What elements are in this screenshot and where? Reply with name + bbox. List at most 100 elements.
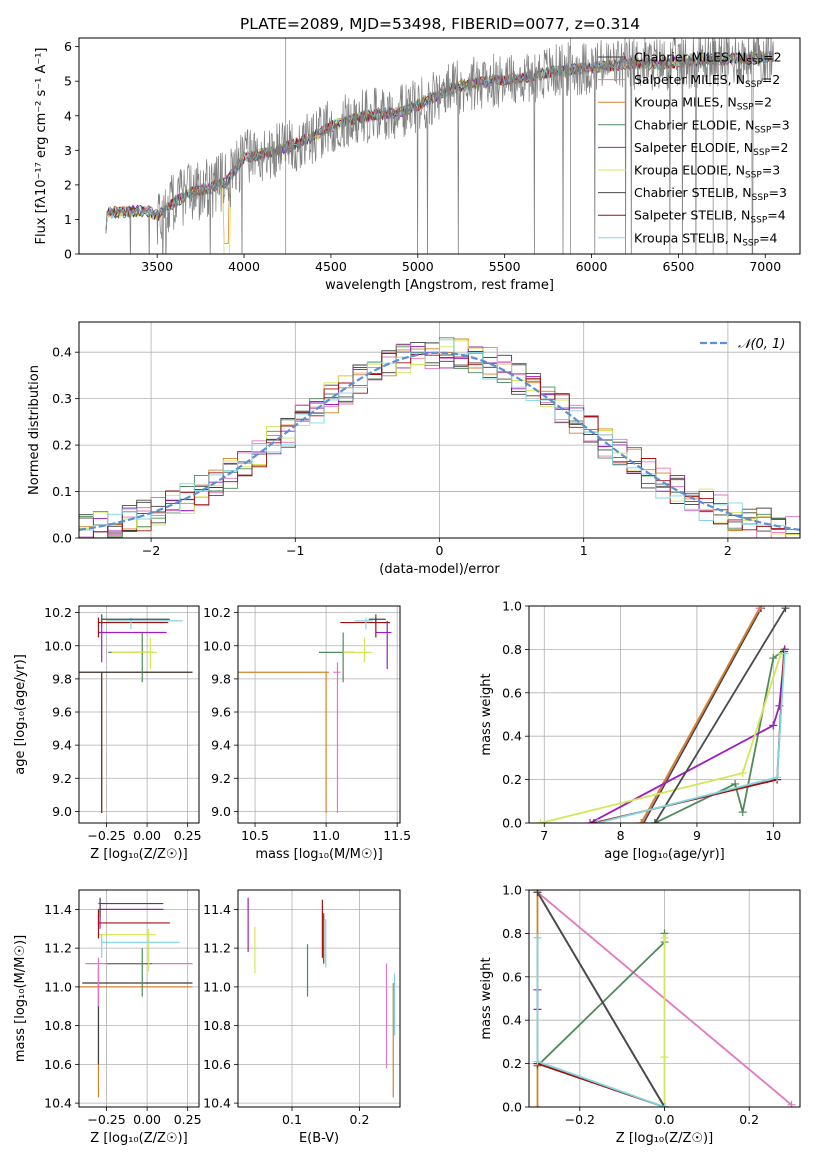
legend-label-end: =3 bbox=[771, 117, 789, 132]
y-tick-label: 0.4 bbox=[52, 345, 72, 360]
legend-label-main: Salpeter MILES, N bbox=[634, 72, 745, 87]
legend-label-sub: SSP bbox=[746, 58, 763, 68]
x-tick-label: −1 bbox=[286, 543, 304, 558]
point-marker bbox=[586, 819, 595, 823]
y-tick-label: 1.0 bbox=[502, 599, 522, 614]
y-tick-label: 0.2 bbox=[52, 438, 72, 453]
cumulative-lines bbox=[533, 890, 796, 1107]
y-tick-label: 0.3 bbox=[52, 391, 72, 406]
legend-label-main: Salpeter ELODIE, N bbox=[634, 140, 753, 155]
legend-label-end: =2 bbox=[762, 72, 780, 87]
errorbars bbox=[238, 614, 392, 814]
y-tick-label: 0 bbox=[64, 247, 72, 262]
point-marker bbox=[593, 819, 602, 823]
y-tick-label: 0.8 bbox=[502, 642, 522, 657]
axes-frame bbox=[528, 605, 801, 824]
y-tick-label: 0.4 bbox=[502, 1013, 522, 1028]
x-tick-label: 7000 bbox=[749, 259, 781, 274]
x-tick-label: 4000 bbox=[228, 259, 260, 274]
histogram-step bbox=[79, 352, 800, 538]
y-tick-label: 2 bbox=[64, 177, 72, 192]
y-tick-label: 11.2 bbox=[203, 941, 231, 956]
point-marker bbox=[650, 819, 659, 823]
y-tick-label: 10.8 bbox=[44, 1018, 72, 1033]
plot-layer: 3500 4000 4500 5000 5500 6000 6500 7000 0 1 2 3 4 5 6 w… bbox=[13, 37, 801, 1146]
legend-label: Chabrier STELIB, NSSP=3 bbox=[634, 185, 787, 203]
legend-label-main: Salpeter STELIB, N bbox=[634, 208, 750, 223]
spectrum-axes: 3500 4000 4500 5000 5500 6000 6500 7000 0 1 2 3 4 5 6 w… bbox=[34, 37, 801, 293]
y-axis-label: mass [log₁₀(M/M☉)] bbox=[13, 935, 28, 1062]
residual-histograms bbox=[79, 337, 800, 538]
y-tick-label: 4 bbox=[64, 108, 72, 123]
x-axis-label: (data-model)/error bbox=[379, 562, 500, 577]
point-marker bbox=[637, 819, 646, 823]
x-tick-label: −0.25 bbox=[87, 828, 125, 843]
y-tick-label: 11.0 bbox=[203, 979, 231, 994]
x-tick-label: 11.0 bbox=[312, 828, 340, 843]
legend-label-sub: SSP bbox=[752, 193, 769, 203]
y-tick-label: 10.0 bbox=[44, 638, 72, 653]
y-tick-label: 10.2 bbox=[203, 605, 231, 620]
y-tick-label: 10.6 bbox=[203, 1057, 231, 1072]
point-marker bbox=[660, 933, 669, 942]
histogram-step bbox=[79, 339, 800, 538]
x-axis-label: Z [log₁₀(Z/Z☉)] bbox=[90, 847, 187, 862]
y-axis-label: mass weight bbox=[479, 673, 494, 755]
point-marker bbox=[533, 1103, 542, 1107]
errorbars bbox=[79, 614, 193, 814]
x-tick-label: 0.00 bbox=[133, 828, 161, 843]
point-marker bbox=[536, 819, 545, 823]
y-tick-label: 11.4 bbox=[203, 902, 231, 917]
legend-label: Kroupa MILES, NSSP=2 bbox=[634, 95, 772, 113]
legend-label-end: =4 bbox=[767, 208, 785, 223]
y-axis-label: age [log₁₀(age/yr)] bbox=[13, 654, 28, 775]
legend-label-sub: SSP bbox=[737, 103, 754, 113]
x-tick-label: 11.5 bbox=[383, 828, 411, 843]
cumulative-line bbox=[654, 607, 787, 823]
cumw_Z-axes: −0.2 0.0 0.2 0.0 0.2 0.4 0.6 0.8 1.0 Z [log₁₀(Z/Z… bbox=[479, 883, 801, 1146]
x-tick-label: 4500 bbox=[315, 259, 347, 274]
y-tick-label: 10.4 bbox=[44, 1096, 72, 1111]
axes-frame bbox=[237, 605, 401, 824]
x-tick-label: 8 bbox=[617, 828, 625, 843]
y-tick-label: 5 bbox=[64, 74, 72, 89]
x-tick-label: 2 bbox=[724, 543, 732, 558]
legend-label-sub: SSP bbox=[742, 238, 759, 248]
point-marker bbox=[769, 654, 778, 663]
legend-label-main: Chabrier MILES, N bbox=[634, 50, 746, 65]
y-tick-label: 0.0 bbox=[52, 531, 72, 546]
cumulative-lines bbox=[536, 606, 790, 823]
y-tick-label: 9.6 bbox=[211, 705, 231, 720]
x-tick-label: 0.00 bbox=[133, 1112, 161, 1127]
y-tick-label: 10.4 bbox=[203, 1096, 231, 1111]
legend-label-sub: SSP bbox=[750, 216, 767, 226]
spectrum-models bbox=[105, 38, 774, 254]
cumulative-line bbox=[536, 937, 665, 1107]
point-marker bbox=[780, 649, 789, 658]
x-tick-label: 0.2 bbox=[739, 1112, 759, 1127]
legend-label-end: =3 bbox=[769, 185, 787, 200]
point-marker bbox=[738, 808, 747, 817]
y-tick-label: 0.0 bbox=[502, 1100, 522, 1115]
cumulative-line bbox=[536, 891, 666, 1107]
x-tick-label: 1 bbox=[580, 543, 588, 558]
legend-label-end: =3 bbox=[762, 163, 780, 178]
point-marker bbox=[533, 890, 542, 897]
y-axis-label: mass weight bbox=[479, 957, 494, 1039]
legend-label-end: =2 bbox=[763, 50, 781, 65]
legend-label: Salpeter STELIB, NSSP=4 bbox=[634, 208, 786, 226]
legend-label-main: Kroupa STELIB, N bbox=[634, 230, 742, 245]
legend-label: Kroupa ELODIE, NSSP=3 bbox=[634, 163, 780, 181]
y-tick-label: 9.8 bbox=[211, 671, 231, 686]
x-tick-label: −0.25 bbox=[87, 1112, 125, 1127]
x-tick-label: 0.25 bbox=[174, 828, 202, 843]
x-axis-label: age [log₁₀(age/yr)] bbox=[604, 847, 725, 862]
legend-label-end: =4 bbox=[759, 230, 777, 245]
y-tick-label: 11.2 bbox=[44, 941, 72, 956]
x-tick-label: 6500 bbox=[662, 259, 694, 274]
legend-label: Chabrier MILES, NSSP=2 bbox=[634, 50, 782, 68]
y-tick-label: 0.2 bbox=[502, 1056, 522, 1071]
y-tick-label: 9.6 bbox=[52, 705, 72, 720]
point-marker bbox=[773, 773, 782, 782]
legend-label: Salpeter MILES, NSSP=2 bbox=[634, 72, 780, 90]
